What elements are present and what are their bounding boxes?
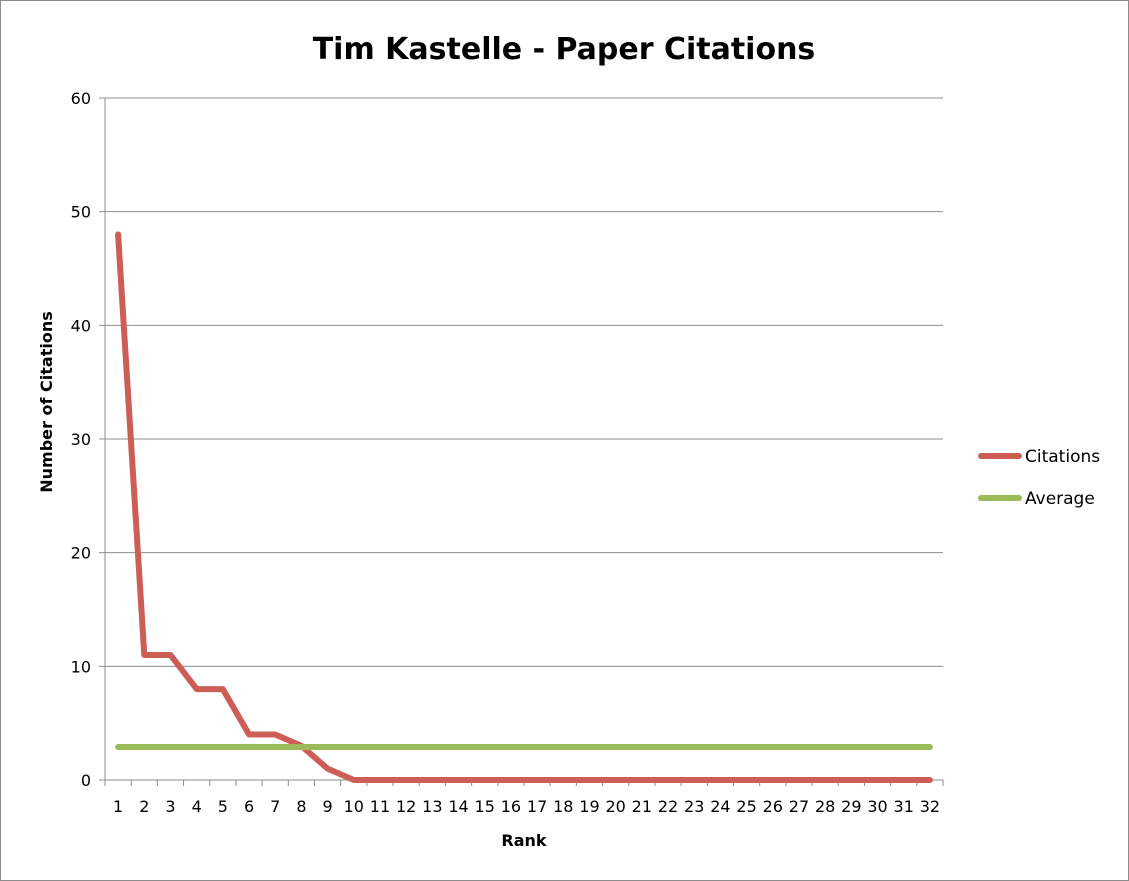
x-tick-label: 12 <box>396 797 416 816</box>
y-tick-label: 50 <box>71 203 91 222</box>
series-line-citations <box>115 231 933 783</box>
x-tick-label: 8 <box>296 797 306 816</box>
x-tick-label: 27 <box>789 797 809 816</box>
x-tick-label: 31 <box>894 797 914 816</box>
legend-label-average: Average <box>1025 489 1095 509</box>
x-tick-label: 20 <box>605 797 625 816</box>
x-tick-label: 30 <box>867 797 887 816</box>
x-tick-label: 1 <box>113 797 123 816</box>
x-tick-label: 28 <box>815 797 835 816</box>
x-tick-label: 6 <box>244 797 254 816</box>
legend-label-citations: Citations <box>1025 447 1100 467</box>
x-tick-label: 2 <box>139 797 149 816</box>
x-tick-label: 3 <box>165 797 175 816</box>
chart-title: Tim Kastelle - Paper Citations <box>313 32 816 67</box>
y-tick-label: 60 <box>71 89 91 108</box>
x-tick-label: 13 <box>422 797 442 816</box>
x-tick-label: 18 <box>553 797 573 816</box>
x-tick-label: 21 <box>632 797 652 816</box>
x-tick-label: 29 <box>841 797 861 816</box>
series-lines <box>115 231 933 783</box>
x-tick-label: 19 <box>579 797 599 816</box>
y-tick-label: 0 <box>81 771 91 790</box>
x-tick-label: 4 <box>192 797 202 816</box>
x-tick-label: 7 <box>270 797 280 816</box>
x-tick-label: 5 <box>218 797 228 816</box>
y-tick-label: 20 <box>71 544 91 563</box>
x-tick-label: 23 <box>684 797 704 816</box>
x-tick-label: 26 <box>763 797 783 816</box>
x-tick-label: 32 <box>920 797 940 816</box>
x-tick-label: 9 <box>323 797 333 816</box>
y-tick-label: 10 <box>71 657 91 676</box>
x-tick-label: 14 <box>448 797 468 816</box>
gridlines <box>105 97 943 667</box>
x-tick-label: 10 <box>344 797 364 816</box>
x-tick-label: 24 <box>710 797 730 816</box>
y-tick-label: 40 <box>71 316 91 335</box>
x-tick-label: 11 <box>370 797 390 816</box>
y-axis-title: Number of Citations <box>37 311 56 492</box>
x-tick-label: 22 <box>658 797 678 816</box>
y-tick-label: 30 <box>71 430 91 449</box>
x-tick-label: 16 <box>501 797 521 816</box>
x-tick-label: 15 <box>475 797 495 816</box>
x-tick-label: 25 <box>736 797 756 816</box>
legend: Citations Average <box>978 447 1100 509</box>
x-axis-title: Rank <box>501 831 547 850</box>
x-tick-label: 17 <box>527 797 547 816</box>
